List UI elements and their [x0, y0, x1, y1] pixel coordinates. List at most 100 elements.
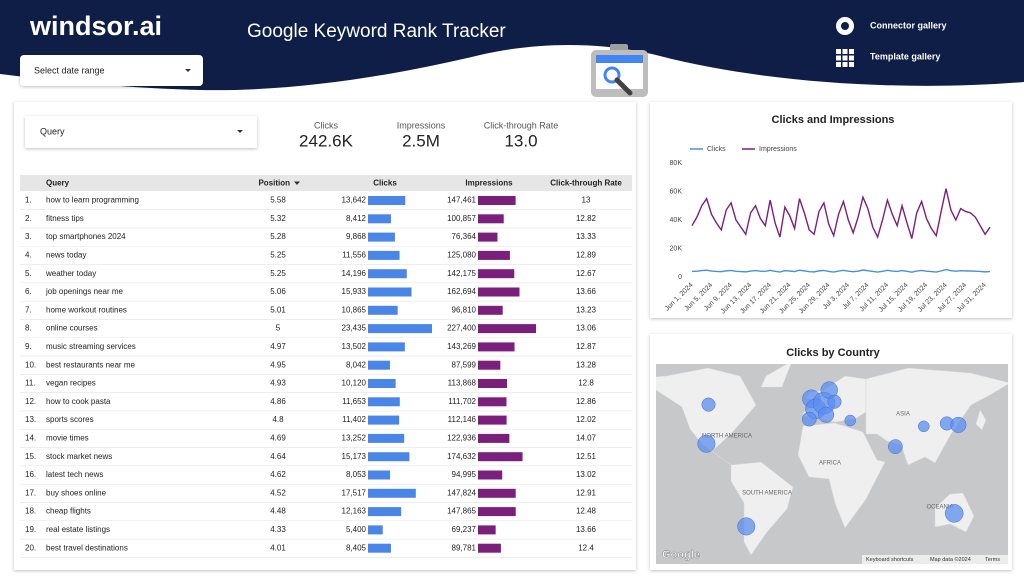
clicks-bar [368, 507, 402, 517]
connector-gallery-link[interactable]: Connector gallery [870, 20, 947, 30]
impressions-cell: 147,461 [447, 196, 476, 205]
attribution-bar [862, 555, 1008, 564]
clicks-cell: 13,502 [342, 342, 367, 351]
date-range-picker[interactable] [20, 55, 203, 86]
impressions-bar [478, 360, 501, 370]
attribution-text: Map data ©2024 [930, 556, 971, 563]
impressions-cell: 147,824 [447, 488, 476, 497]
impressions-bar [478, 415, 507, 425]
country-bubble[interactable] [888, 439, 903, 455]
table-panel [14, 102, 636, 570]
query-cell: job openings near me [45, 287, 123, 296]
query-cell: online courses [46, 324, 98, 333]
country-bubble[interactable] [697, 434, 716, 453]
series-line [691, 268, 991, 273]
query-filter-label[interactable]: Query [40, 126, 65, 136]
y-tick-label: 20K [670, 245, 683, 252]
impressions-cell: 143,269 [447, 342, 476, 351]
position-cell: 4.8 [272, 415, 284, 424]
country-bubble[interactable] [818, 406, 835, 423]
position-cell: 4.62 [270, 470, 286, 479]
impressions-bar [478, 324, 536, 334]
impressions-cell: 122,936 [447, 434, 476, 443]
impressions-cell: 125,080 [447, 251, 476, 260]
ctr-cell: 12.51 [576, 452, 597, 461]
row-index: 4. [25, 251, 32, 260]
clicks-bar [368, 250, 400, 260]
attribution-link[interactable]: Keyboard shortcuts [866, 557, 914, 563]
position-cell: 4.01 [270, 543, 286, 552]
row-index: 15. [25, 452, 36, 461]
clicks-bar [368, 488, 416, 498]
impressions-cell: 100,857 [447, 214, 476, 223]
dashboard-title: Google Keyword Rank Tracker [247, 21, 506, 42]
clicks-cell: 12,163 [342, 507, 367, 516]
column-header[interactable]: Clicks [373, 179, 397, 188]
scorecard-label: Clicks [314, 120, 338, 130]
logo[interactable]: windsor.ai [29, 11, 162, 41]
country-bubble[interactable] [844, 414, 856, 427]
map[interactable]: NORTH AMERICA SOUTH AMERICA AFRICA ASIA … [640, 361, 1010, 564]
clicks-bar [368, 452, 410, 462]
country-bubble[interactable] [950, 416, 967, 433]
template-icon[interactable] [836, 49, 854, 67]
y-tick-label: 60K [670, 188, 683, 195]
query-cell: best restaurants near me [46, 360, 135, 369]
clicks-cell: 5,400 [346, 525, 367, 534]
column-header[interactable]: Impressions [465, 179, 513, 188]
impressions-cell: 96,810 [452, 305, 477, 314]
impressions-bar [478, 269, 515, 279]
map-provider: Google [662, 549, 700, 561]
ctr-cell: 13.28 [576, 360, 597, 369]
query-cell: vegan recipes [46, 379, 96, 388]
clicks-bar [368, 342, 405, 352]
date-range-label[interactable]: Select date range [34, 65, 105, 75]
impressions-bar [478, 342, 515, 352]
column-header[interactable]: Query [46, 179, 70, 188]
query-cell: fitness tips [46, 214, 84, 223]
impressions-cell: 162,694 [447, 287, 476, 296]
column-header[interactable]: Position [258, 179, 290, 188]
impressions-cell: 113,868 [448, 379, 477, 388]
clicks-bar [368, 287, 412, 297]
impressions-bar [478, 488, 516, 498]
clicks-bar [368, 269, 407, 279]
template-gallery-link[interactable]: Template gallery [870, 51, 940, 61]
row-index: 11. [25, 379, 36, 388]
impressions-bar [478, 287, 520, 297]
column-header[interactable]: Click-through Rate [550, 179, 622, 188]
clicks-bar [368, 470, 390, 480]
y-tick-label: 80K [670, 160, 683, 167]
impressions-bar [478, 452, 523, 462]
country-bubble[interactable] [944, 504, 964, 523]
clicks-cell: 15,933 [342, 287, 367, 296]
row-index: 7. [25, 305, 32, 314]
query-filter[interactable] [25, 116, 257, 148]
impressions-cell: 227,400 [447, 324, 476, 333]
impressions-bar [478, 214, 504, 224]
country-bubble[interactable] [918, 420, 930, 433]
ctr-cell: 12.91 [576, 488, 597, 497]
impressions-cell: 147,865 [447, 507, 476, 516]
bubble-layer [697, 381, 967, 536]
row-index: 12. [25, 397, 36, 406]
scorecard-label: Impressions [397, 120, 446, 130]
position-cell: 4.97 [270, 342, 286, 351]
scorecard-value: 13.0 [504, 131, 537, 150]
country-bubble[interactable] [701, 397, 716, 412]
attribution-link[interactable]: Terms [985, 557, 1000, 563]
position-cell: 5.25 [270, 251, 286, 260]
position-cell: 4.64 [270, 452, 286, 461]
impressions-cell: 69,237 [452, 525, 477, 534]
country-bubble[interactable] [827, 394, 842, 409]
clicks-bar [368, 305, 398, 315]
clicks-bar [368, 415, 400, 425]
clicks-bar [368, 543, 391, 553]
continent-label: AFRICA [819, 461, 841, 467]
country-bubble[interactable] [801, 411, 817, 427]
clicks-cell: 14,196 [342, 269, 367, 278]
connector-icon[interactable] [836, 17, 854, 35]
impressions-cell: 87,599 [452, 360, 477, 369]
clicks-cell: 10,120 [342, 379, 367, 388]
country-bubble[interactable] [737, 517, 756, 536]
